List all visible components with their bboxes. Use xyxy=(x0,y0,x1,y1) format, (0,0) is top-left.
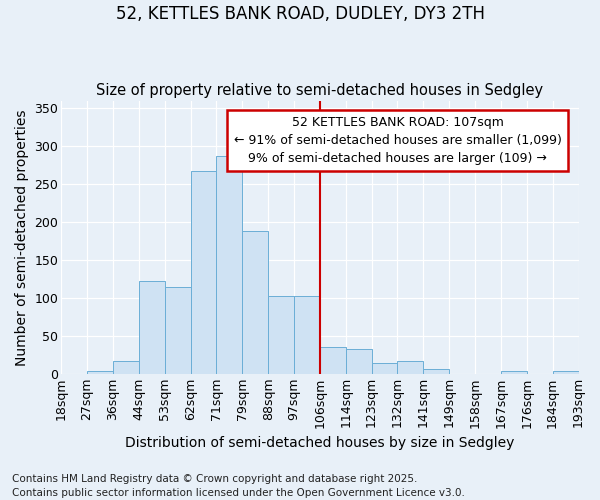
Bar xyxy=(164,287,191,374)
X-axis label: Distribution of semi-detached houses by size in Sedgley: Distribution of semi-detached houses by … xyxy=(125,436,515,450)
Text: 52 KETTLES BANK ROAD: 107sqm
← 91% of semi-detached houses are smaller (1,099)
9: 52 KETTLES BANK ROAD: 107sqm ← 91% of se… xyxy=(233,116,562,165)
Text: 52, KETTLES BANK ROAD, DUDLEY, DY3 2TH: 52, KETTLES BANK ROAD, DUDLEY, DY3 2TH xyxy=(115,5,485,23)
Bar xyxy=(113,360,139,374)
Bar xyxy=(501,370,527,374)
Bar xyxy=(424,369,449,374)
Bar xyxy=(346,350,371,374)
Bar xyxy=(217,156,242,374)
Y-axis label: Number of semi-detached properties: Number of semi-detached properties xyxy=(15,109,29,366)
Bar xyxy=(397,360,424,374)
Bar xyxy=(242,232,268,374)
Bar xyxy=(139,281,164,374)
Bar xyxy=(294,296,320,374)
Bar xyxy=(371,363,397,374)
Bar xyxy=(268,296,294,374)
Title: Size of property relative to semi-detached houses in Sedgley: Size of property relative to semi-detach… xyxy=(96,83,544,98)
Bar xyxy=(320,347,346,374)
Text: Contains HM Land Registry data © Crown copyright and database right 2025.
Contai: Contains HM Land Registry data © Crown c… xyxy=(12,474,465,498)
Bar xyxy=(191,170,217,374)
Bar xyxy=(553,372,578,374)
Bar xyxy=(87,370,113,374)
